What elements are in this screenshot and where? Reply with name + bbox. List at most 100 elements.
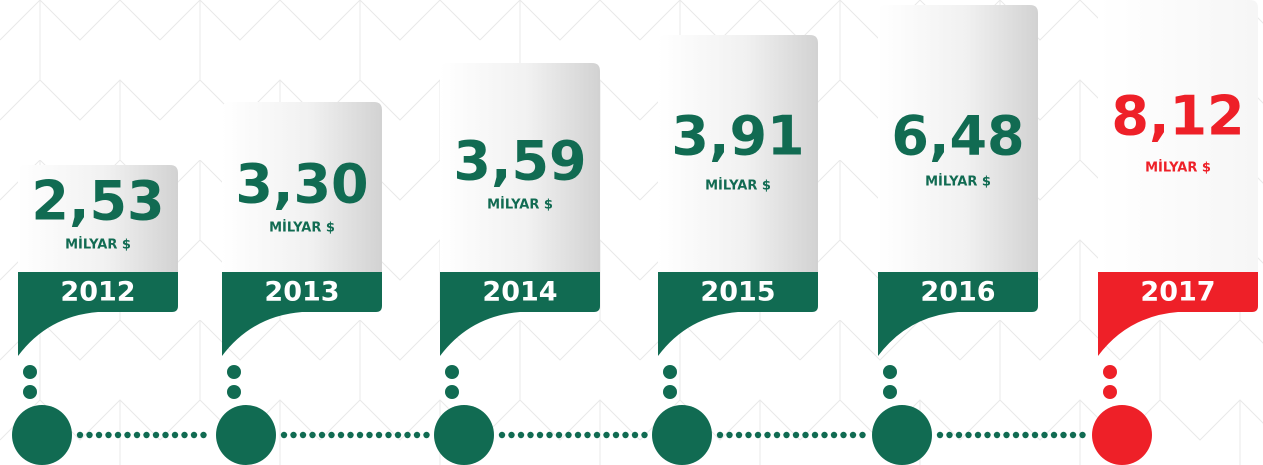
connector-dot: [946, 431, 953, 439]
connector-dot: [385, 431, 392, 439]
value: 2,53: [31, 170, 164, 233]
small-dot: [227, 365, 241, 379]
connector-dot: [152, 431, 160, 439]
connector-dot: [726, 431, 733, 439]
connector-dot: [965, 431, 972, 439]
small-dot: [663, 365, 677, 379]
year: 2017: [1140, 277, 1215, 308]
connector-dot: [993, 431, 1001, 439]
connector-dot: [574, 431, 582, 439]
connector-dot: [974, 431, 982, 439]
connector-dot: [764, 431, 771, 439]
connector-dot: [1031, 431, 1039, 439]
unit: MİLYAR $: [925, 174, 991, 190]
timeline-node: [12, 405, 72, 465]
value-card: [878, 5, 1038, 272]
connector-dot: [536, 431, 544, 439]
value: 3,30: [235, 153, 368, 216]
connector-dot: [366, 431, 373, 439]
small-dot: [883, 365, 897, 379]
small-dot: [883, 385, 897, 399]
connector-dot: [181, 431, 188, 439]
connector-dot: [593, 431, 601, 439]
connector-dot: [1012, 431, 1020, 439]
connector-dot: [114, 431, 122, 439]
connector-dot: [1041, 431, 1048, 439]
connector-dot: [859, 431, 866, 439]
connector-dot: [375, 431, 383, 439]
value-card: [1098, 0, 1258, 272]
connector-dot: [413, 431, 421, 439]
year-band: [222, 272, 382, 356]
timeline-node: [652, 405, 712, 465]
connector-dot: [86, 431, 93, 439]
connector-dot: [190, 431, 198, 439]
unit: MİLYAR $: [65, 237, 131, 253]
value: 6,48: [891, 105, 1024, 168]
connector-dot: [124, 431, 131, 439]
connector-dot: [821, 431, 828, 439]
year-band: [1098, 272, 1258, 356]
connector-dot: [716, 431, 724, 439]
connector-dot: [622, 431, 629, 439]
unit: MİLYAR $: [1145, 160, 1211, 176]
value-card: [440, 63, 600, 272]
connector-dot: [162, 431, 169, 439]
unit: MİLYAR $: [705, 178, 771, 194]
connector-dot: [171, 431, 179, 439]
connector-dot: [631, 431, 639, 439]
connector-dot: [318, 431, 326, 439]
connector-dot: [143, 431, 150, 439]
value: 3,91: [671, 105, 804, 168]
connector-dot: [356, 431, 364, 439]
connector-dot: [584, 431, 591, 439]
year: 2015: [700, 277, 775, 308]
connector-dot: [773, 431, 781, 439]
connector-dot: [1079, 431, 1086, 439]
connector-dot: [95, 431, 103, 439]
connector-dot: [1050, 431, 1058, 439]
timeline-node: [434, 405, 494, 465]
connector-dot: [555, 431, 563, 439]
connector-dot: [792, 431, 800, 439]
connector-dot: [517, 431, 525, 439]
value-card: [222, 102, 382, 272]
unit: MİLYAR $: [269, 220, 335, 236]
connector-dot: [840, 431, 847, 439]
connector-dot: [612, 431, 620, 439]
small-dot: [23, 365, 37, 379]
connector-dot: [527, 431, 534, 439]
value-card: [18, 165, 178, 272]
connector-dot: [347, 431, 354, 439]
timeline-node: [216, 405, 276, 465]
small-dot: [663, 385, 677, 399]
connector-dot: [200, 431, 207, 439]
connector-dot: [423, 431, 430, 439]
timeline-node: [872, 405, 932, 465]
year: 2016: [920, 277, 995, 308]
value: 3,59: [453, 130, 586, 193]
connector-dot: [936, 431, 944, 439]
connector-dot: [328, 431, 335, 439]
year-band: [878, 272, 1038, 356]
connector-dot: [802, 431, 809, 439]
connector-dot: [299, 431, 307, 439]
value-card: [658, 35, 818, 272]
connector-dot: [133, 431, 141, 439]
year: 2013: [264, 277, 339, 308]
connector-dot: [830, 431, 838, 439]
connector-dot: [337, 431, 345, 439]
connector-dot: [955, 431, 963, 439]
connector-dot: [754, 431, 762, 439]
connector-dot: [565, 431, 572, 439]
connector-dot: [105, 431, 112, 439]
connector-dot: [984, 431, 991, 439]
year-band: [440, 272, 600, 356]
small-dot: [445, 365, 459, 379]
connector-dot: [811, 431, 819, 439]
connector-dot: [394, 431, 402, 439]
connector-dot: [849, 431, 857, 439]
connector-dot: [1069, 431, 1077, 439]
